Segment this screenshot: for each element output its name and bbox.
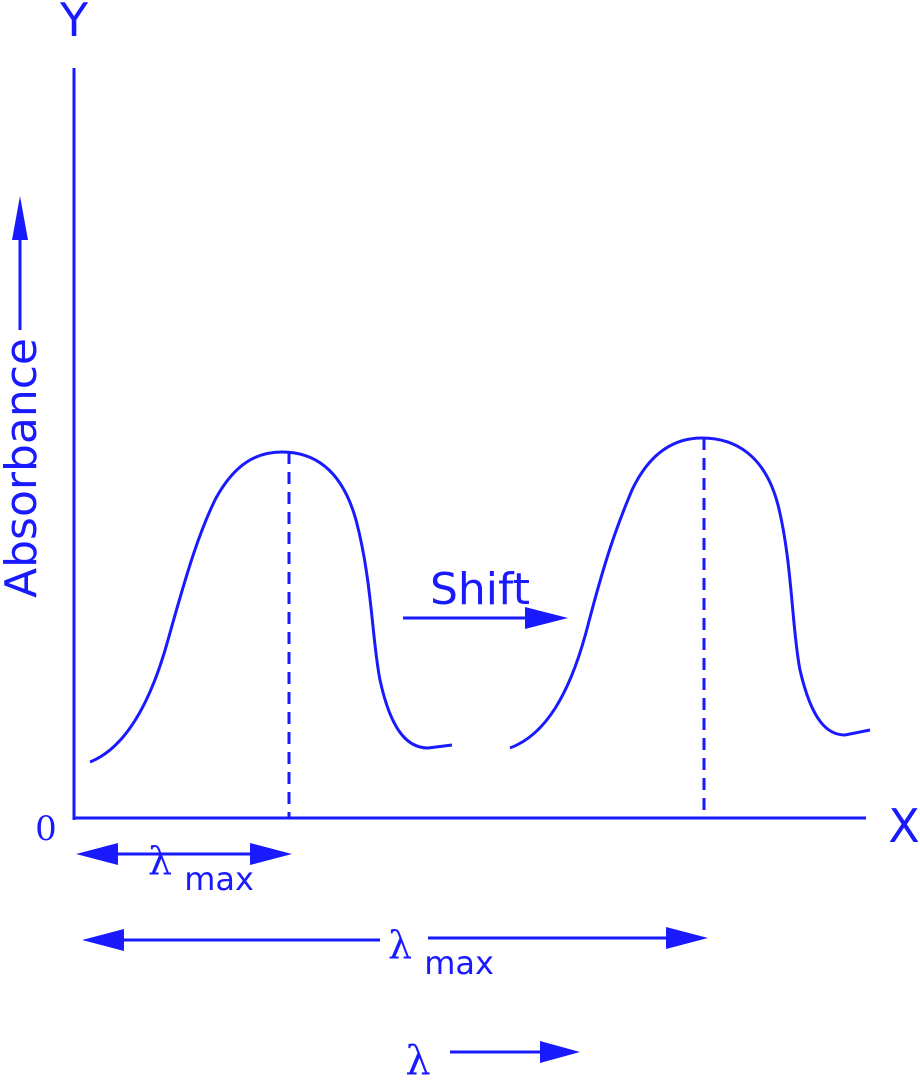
lambda-symbol: λ <box>388 923 412 967</box>
absorbance-label: Absorbance <box>0 338 47 598</box>
shift-arrowhead <box>525 607 568 629</box>
max-subscript: max <box>424 944 494 982</box>
lambda-max-span-long-right-head <box>666 927 708 949</box>
lambda-max-label-short: λ max <box>148 839 254 898</box>
absorbance-arrowhead <box>12 196 28 240</box>
lambda-max-span-short-left-head <box>76 843 118 865</box>
lambda-max-label-long: λ max <box>388 923 494 982</box>
x-axis-label: X <box>888 799 920 853</box>
lambda-max-span-short-right-head <box>250 843 292 865</box>
lambda-max-span-long-left-head <box>82 929 124 951</box>
wavelength-arrowhead <box>540 1041 580 1063</box>
absorption-curve-original <box>89 450 453 764</box>
max-subscript: max <box>184 860 254 898</box>
shift-label: Shift <box>430 564 530 615</box>
origin-label: 0 <box>35 809 57 849</box>
absorption-curve-shifted <box>509 436 871 750</box>
lambda-symbol: λ <box>148 839 172 883</box>
y-axis-label: Y <box>59 0 89 47</box>
wavelength-label: λ <box>405 1038 430 1084</box>
